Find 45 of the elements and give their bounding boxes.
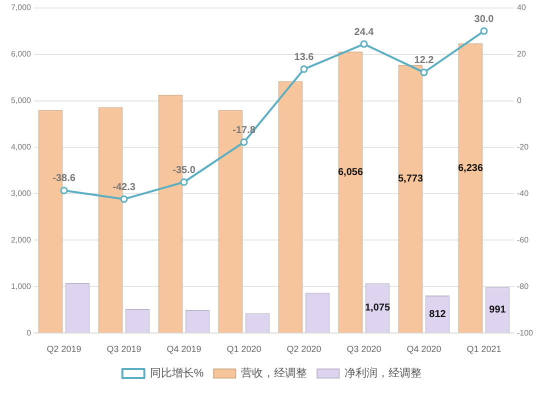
y-tick-label: 2,000	[10, 235, 32, 244]
y2-tick-label: 40	[516, 3, 526, 12]
data-label: 12.2	[414, 55, 434, 66]
y-tick-label: 6,000	[10, 49, 32, 58]
y2-tick-label: -40	[516, 188, 530, 198]
y-tick-label: 4,000	[10, 142, 32, 152]
point	[180, 178, 188, 186]
point	[420, 68, 428, 76]
x-tick-label: Q2 2019	[46, 344, 82, 354]
y2-tick-label: -80	[516, 282, 530, 291]
point	[240, 138, 248, 146]
x-tick-label: Q2 2020	[286, 344, 322, 354]
y2-tick-label: 0	[516, 96, 522, 105]
legend-label: 同比增长%	[150, 366, 204, 380]
y2-tick-label: -20	[516, 142, 530, 152]
data-label: 6,056	[338, 166, 364, 178]
data-label: 13.6	[294, 52, 314, 63]
x-tick-label: Q3 2019	[106, 344, 142, 354]
data-label: 991	[489, 304, 506, 316]
legend-label: 营收，经调整	[241, 366, 308, 380]
y-tick-label: 3,000	[10, 188, 32, 198]
legend-label: 净利润，经调整	[344, 366, 422, 380]
y2-tick-label: -100	[516, 328, 534, 338]
data-label: 24.4	[354, 26, 374, 38]
x-tick-label: Q1 2021	[466, 344, 502, 354]
data-label: 1,075	[364, 302, 390, 314]
data-label: 5,773	[398, 174, 424, 185]
point	[300, 65, 308, 73]
x-tick-label: Q3 2020	[346, 344, 382, 354]
y-tick-label: 0	[26, 328, 32, 338]
data-label: 6,236	[458, 162, 484, 174]
y-tick-label: 5,000	[10, 96, 32, 105]
point	[120, 195, 128, 203]
point	[60, 186, 68, 194]
point	[480, 27, 488, 35]
y2-tick-label: 20	[516, 49, 526, 58]
y-tick-label: 7,000	[10, 3, 32, 12]
point	[360, 40, 368, 48]
y-tick-label: 1,000	[10, 282, 32, 291]
x-tick-label: Q1 2020	[226, 344, 262, 354]
x-tick-label: Q4 2019	[166, 344, 202, 354]
data-label: 30.0	[474, 14, 494, 25]
x-tick-label: Q4 2020	[406, 344, 442, 354]
y2-tick-label: -60	[516, 235, 530, 244]
data-label: 812	[429, 308, 446, 320]
